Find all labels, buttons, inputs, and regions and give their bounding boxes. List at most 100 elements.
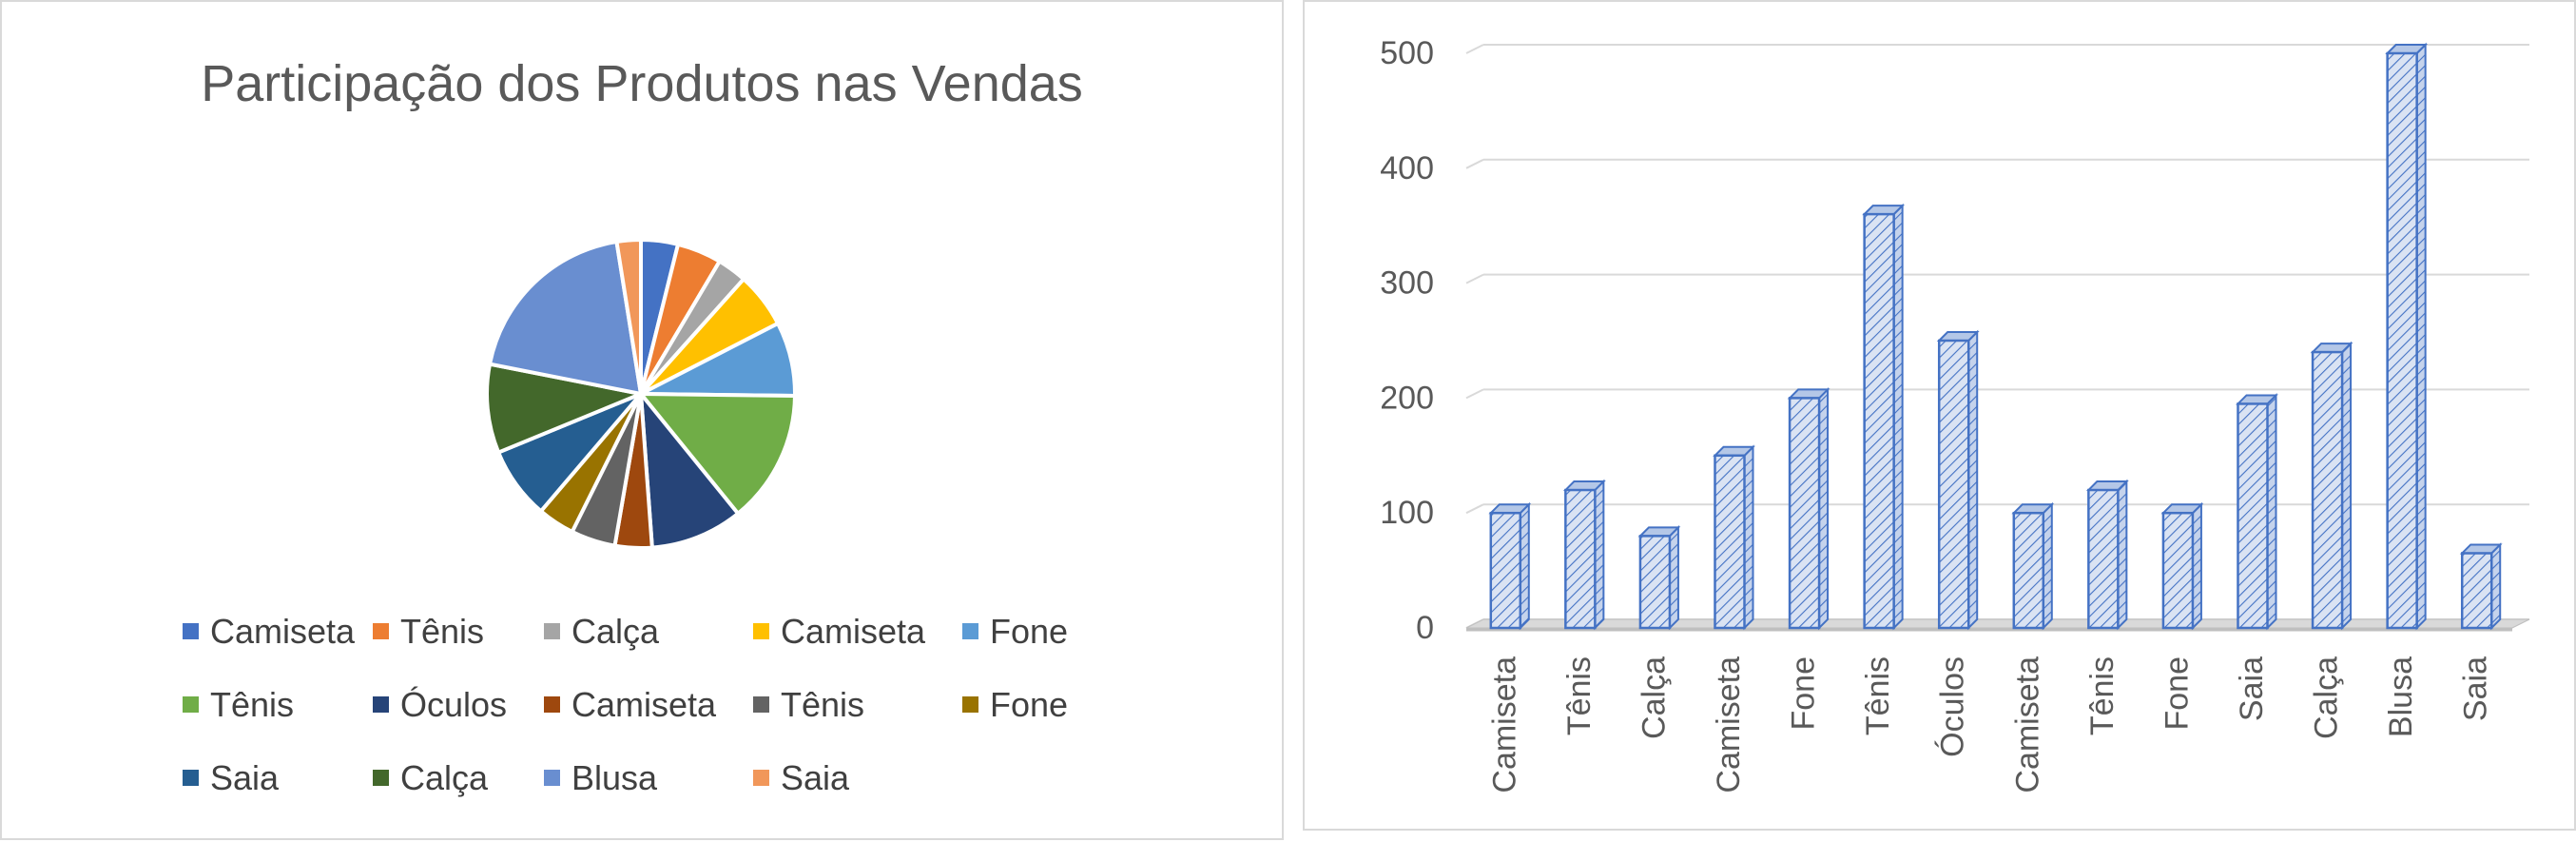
bar-side — [1743, 444, 1754, 631]
bar-front — [1937, 339, 1970, 630]
legend-item: Tênis — [373, 611, 484, 653]
legend-label: Calça — [400, 758, 489, 797]
legend-label: Tênis — [781, 685, 865, 724]
bar — [2385, 42, 2429, 631]
gridline-depth — [1465, 273, 1484, 284]
x-tick-label: Calça — [2309, 656, 2345, 739]
legend-swatch — [962, 695, 978, 713]
bar-front — [2311, 350, 2344, 630]
legend-swatch — [962, 622, 978, 639]
bar-side — [2042, 501, 2053, 631]
x-tick-label: Blusa — [2383, 656, 2419, 737]
bar-side — [1594, 479, 1605, 631]
bar — [1637, 524, 1681, 631]
legend-item: Tênis — [753, 684, 864, 726]
x-tick-label: Tênis — [1860, 656, 1896, 735]
legend-label: Camiseta — [210, 612, 356, 651]
pie-slice — [614, 237, 643, 395]
y-tick-label: 100 — [1380, 495, 1434, 531]
bar-front — [1564, 488, 1597, 630]
legend-item: Calça — [373, 757, 488, 799]
gridline-depth — [1465, 388, 1484, 400]
legend-label: Blusa — [571, 758, 658, 797]
bar-front — [1863, 212, 1895, 630]
y-tick-label: 0 — [1416, 610, 1434, 646]
legend-label: Fone — [990, 612, 1069, 651]
x-tick-label: Saia — [2458, 656, 2494, 721]
chart-floor — [1465, 618, 2530, 629]
legend-swatch — [544, 769, 560, 786]
bar-side — [2341, 341, 2353, 631]
legend-item: Fone — [962, 611, 1068, 653]
legend-item: Saia — [753, 757, 849, 799]
pie-chart-panel: Participação dos Produtos nas Vendas Cam… — [0, 0, 1284, 840]
legend-swatch — [544, 695, 560, 713]
bar — [1562, 479, 1606, 631]
y-tick-label: 300 — [1380, 265, 1434, 302]
legend-label: Saia — [210, 758, 280, 797]
legend-swatch — [373, 622, 389, 639]
bar-side — [1668, 524, 1679, 631]
pie-chart-title: Participação dos Produtos nas Vendas — [201, 55, 1083, 112]
bar-front — [2460, 552, 2493, 630]
bar — [2310, 341, 2353, 631]
legend-item: Camiseta — [544, 684, 716, 726]
bar-side — [1967, 329, 1979, 631]
pie-slice — [487, 239, 644, 397]
x-tick-label: Saia — [2234, 656, 2270, 721]
y-tick-label: 200 — [1380, 380, 1434, 416]
legend-label: Tênis — [210, 685, 295, 724]
legend-item: Blusa — [544, 757, 657, 799]
legend-swatch — [544, 622, 560, 639]
legend-swatch — [183, 622, 199, 639]
legend-item: Calça — [544, 611, 659, 653]
bar-front — [2161, 511, 2195, 630]
x-tick-label: Camiseta — [1711, 656, 1747, 793]
bar-front — [2012, 511, 2045, 630]
bar — [2459, 542, 2503, 631]
bar — [2085, 479, 2129, 631]
bar-front — [2087, 488, 2120, 630]
legend-item: Saia — [183, 757, 279, 799]
gridline-depth — [1465, 44, 1484, 54]
legend-item: Tênis — [183, 684, 294, 726]
bar-front — [1714, 454, 1746, 630]
x-tick-label: Camiseta — [1486, 656, 1522, 793]
x-tick-label: Fone — [2159, 656, 2195, 731]
x-tick-label: Tênis — [1561, 656, 1598, 735]
pie-slice — [636, 391, 798, 517]
bar-front — [1788, 397, 1821, 630]
bar-front — [2237, 402, 2269, 630]
bar — [2160, 501, 2204, 631]
legend-swatch — [753, 622, 769, 639]
x-tick-label: Óculos — [1935, 656, 1971, 757]
bar — [1488, 501, 1532, 631]
y-tick-label: 400 — [1380, 150, 1434, 186]
bar-side — [2191, 501, 2202, 631]
gridline-depth — [1465, 158, 1484, 169]
legend-swatch — [373, 695, 389, 713]
bar-chart-panel: 0 100 200 300 400 500 Camiseta Tênis Calça Camise… — [1303, 0, 2576, 831]
legend-label: Fone — [990, 685, 1069, 724]
bar-front — [2386, 51, 2418, 630]
bar — [1787, 386, 1830, 631]
legend-label: Camiseta — [571, 685, 717, 724]
bar — [1936, 329, 1980, 631]
bar — [2011, 501, 2055, 631]
legend-swatch — [183, 769, 199, 786]
legend-label: Tênis — [400, 612, 485, 651]
bar-side — [2266, 393, 2277, 631]
legend-item: Fone — [962, 684, 1068, 726]
legend-item: Camiseta — [183, 611, 355, 653]
pie-chart — [485, 237, 798, 550]
legend-item: Óculos — [373, 684, 507, 726]
x-tick-label: Camiseta — [2009, 656, 2045, 793]
bar — [1862, 203, 1906, 631]
bar-side — [1892, 203, 1904, 631]
legend-swatch — [753, 695, 769, 713]
legend-swatch — [753, 769, 769, 786]
legend-swatch — [183, 695, 199, 713]
x-tick-label: Tênis — [2084, 656, 2121, 735]
x-tick-label: Calça — [1636, 656, 1672, 739]
legend-label: Calça — [571, 612, 660, 651]
